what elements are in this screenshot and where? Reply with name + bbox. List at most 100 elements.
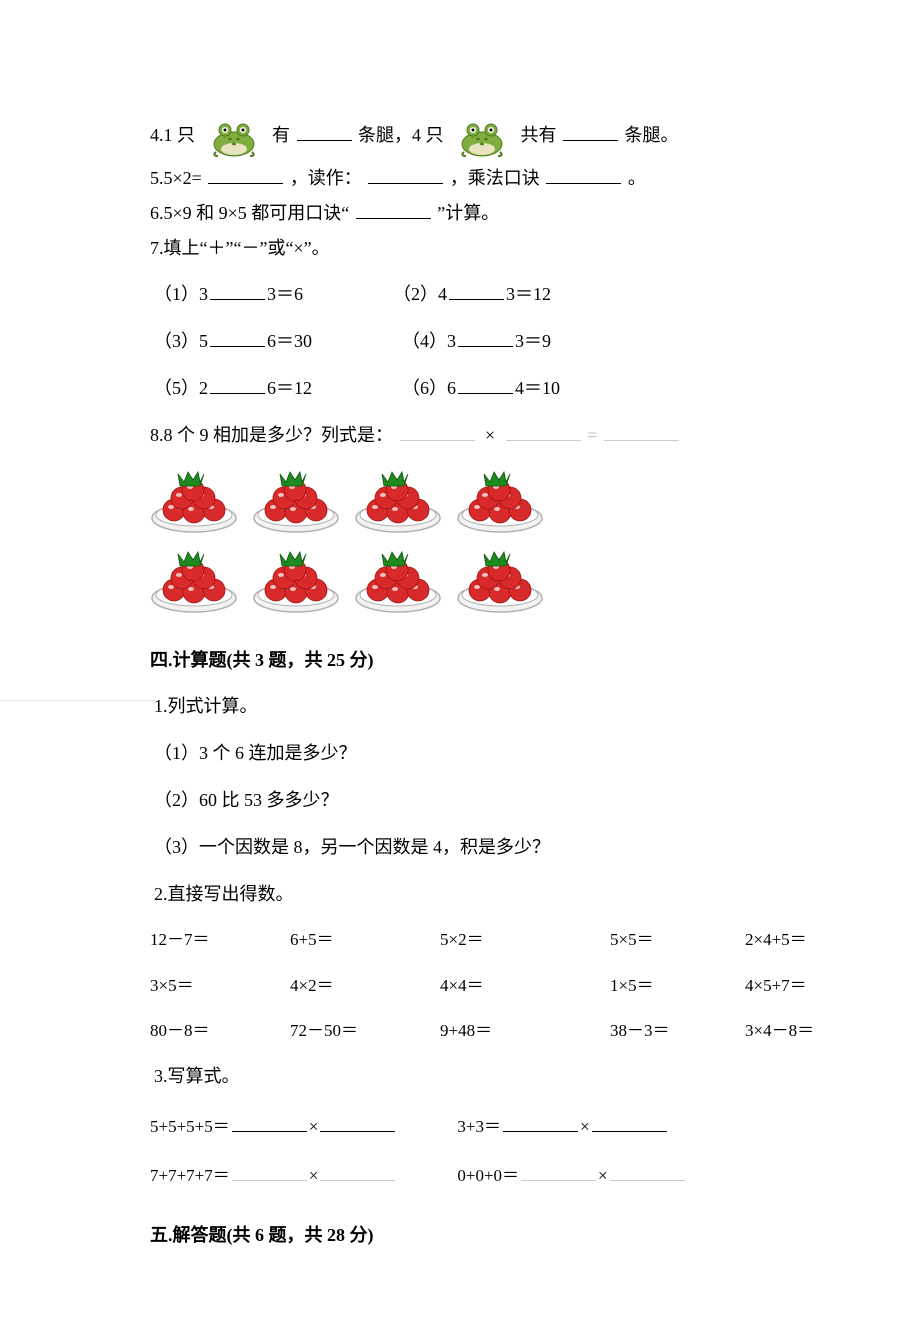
- q7-left-rhs: 6＝12: [267, 378, 312, 398]
- calc-cell: 72－50＝: [290, 1017, 440, 1044]
- calc-cell: 3×5＝: [150, 972, 290, 999]
- tomato-plate-icon: [150, 548, 238, 614]
- calc-cell: 6+5＝: [290, 926, 440, 953]
- q8-a: 8.8 个 9 相加是多少？列式是：: [150, 425, 393, 445]
- q5-c: ，乘法口诀: [450, 168, 540, 188]
- q7-right-rhs: 3＝12: [506, 284, 551, 304]
- q7-right-label: （6）6: [402, 378, 456, 398]
- q6-b: ”计算。: [437, 203, 499, 223]
- calc-cell: 4×5+7＝: [745, 972, 845, 999]
- fill-blank[interactable]: [546, 165, 621, 184]
- q7-left-rhs: 6＝30: [267, 331, 312, 351]
- question-4: 4.1 只 有 条腿，4 只: [150, 116, 780, 158]
- question-7-row: （3）5 6＝30 （4）3 3＝9: [154, 327, 780, 356]
- calc-cell: 4×4＝: [440, 972, 610, 999]
- calc-row: 3×5＝4×2＝4×4＝1×5＝4×5+7＝: [150, 972, 780, 999]
- calc-cell: 1×5＝: [610, 972, 745, 999]
- sec4-q3-rows: 5+5+5+5＝×3+3＝×7+7+7+7＝×0+0+0＝×: [150, 1113, 780, 1189]
- calc-cell: 9+48＝: [440, 1017, 610, 1044]
- question-7-items: （1）3 3＝6 （2）4 3＝12 （3）5 6＝30 （4）3 3＝9 （5）2 6＝12 （6…: [150, 280, 780, 402]
- tomato-plate-grid: [150, 468, 780, 614]
- q5-b: ，读作：: [290, 168, 362, 188]
- question-7-title: 7.填上“＋”“－”或“×”。: [150, 234, 780, 263]
- fill-blank[interactable]: [563, 122, 618, 141]
- sec4-q1-item: （3）一个因数是 8，另一个因数是 4，积是多少？: [154, 833, 780, 862]
- fill-blank[interactable]: [208, 165, 283, 184]
- q8-op: ×: [485, 425, 495, 445]
- calc-cell: 3×4－8＝: [745, 1017, 845, 1044]
- q4-mid2: 共有: [521, 125, 557, 145]
- eq-op: ×: [309, 1166, 319, 1185]
- tomato-plate-icon: [354, 468, 442, 534]
- sec4-q2-rows: 12－7＝6+5＝5×2＝5×5＝2×4+5＝ 3×5＝4×2＝4×4＝1×5＝4…: [150, 926, 780, 1044]
- q7-right-rhs: 4＝10: [515, 378, 560, 398]
- page: 4.1 只 有 条腿，4 只: [0, 0, 920, 1326]
- fill-blank[interactable]: [521, 1163, 596, 1181]
- tomato-plate-icon: [456, 468, 544, 534]
- plate-row: [150, 548, 780, 614]
- frog-icon: [452, 116, 512, 158]
- eq-lhs: 5+5+5+5＝: [150, 1117, 230, 1136]
- eq-lhs: 3+3＝: [457, 1117, 501, 1136]
- tomato-plate-icon: [150, 468, 238, 534]
- fill-blank[interactable]: [320, 1114, 395, 1132]
- write-equation-row: 7+7+7+7＝ × 0+0+0＝ ×: [150, 1162, 780, 1189]
- fill-blank[interactable]: [604, 422, 679, 441]
- calc-cell: 80－8＝: [150, 1017, 290, 1044]
- q7-left-label: （1）3: [154, 284, 208, 304]
- sec4-q1-item: （2）60 比 53 多多少？: [154, 786, 780, 815]
- q7-left-label: （3）5: [154, 331, 208, 351]
- fill-blank[interactable]: [210, 375, 265, 394]
- fill-blank[interactable]: [458, 375, 513, 394]
- fill-blank[interactable]: [503, 1114, 578, 1132]
- margin-rule: [0, 700, 155, 701]
- frog-icon: [204, 116, 264, 158]
- eq-lhs: 0+0+0＝: [457, 1166, 519, 1185]
- eq-op: ×: [598, 1166, 608, 1185]
- calc-cell: 38－3＝: [610, 1017, 745, 1044]
- calc-row: 12－7＝6+5＝5×2＝5×5＝2×4+5＝: [150, 926, 780, 953]
- calc-cell: 5×2＝: [440, 926, 610, 953]
- fill-blank[interactable]: [506, 422, 581, 441]
- q4-unit1: 条腿，4 只: [358, 125, 444, 145]
- q7-right-label: （4）3: [402, 331, 456, 351]
- sec4-q3-title: 3.写算式。: [154, 1062, 780, 1091]
- fill-blank[interactable]: [449, 281, 504, 300]
- sec4-q2-title: 2.直接写出得数。: [154, 880, 780, 909]
- plate-row: [150, 468, 780, 534]
- write-equation-row: 5+5+5+5＝×3+3＝×: [150, 1113, 780, 1140]
- tomato-plate-icon: [252, 468, 340, 534]
- section-4-title: 四.计算题(共 3 题，共 25 分): [150, 646, 780, 675]
- fill-blank[interactable]: [592, 1114, 667, 1132]
- fill-blank[interactable]: [210, 328, 265, 347]
- sec4-q1-item: （1）3 个 6 连加是多少？: [154, 739, 780, 768]
- calc-row: 80－8＝72－50＝9+48＝38－3＝3×4－8＝: [150, 1017, 780, 1044]
- fill-blank[interactable]: [297, 122, 352, 141]
- fill-blank[interactable]: [458, 328, 513, 347]
- question-7-row: （5）2 6＝12 （6）6 4＝10: [154, 374, 780, 403]
- fill-blank[interactable]: [232, 1163, 307, 1181]
- fill-blank[interactable]: [232, 1114, 307, 1132]
- q7-right-rhs: 3＝9: [515, 331, 551, 351]
- q4-prefix: 4.1 只: [150, 125, 195, 145]
- q7-left-label: （5）2: [154, 378, 208, 398]
- q7-right-label: （2）4: [393, 284, 447, 304]
- fill-blank[interactable]: [610, 1163, 685, 1181]
- section-5-title: 五.解答题(共 6 题，共 28 分): [150, 1221, 780, 1250]
- tomato-plate-icon: [252, 548, 340, 614]
- sec4-q1-title: 1.列式计算。: [154, 692, 780, 721]
- fill-blank[interactable]: [320, 1163, 395, 1181]
- fill-blank[interactable]: [356, 200, 431, 219]
- eq-lhs: 7+7+7+7＝: [150, 1166, 230, 1185]
- q8-eq: =: [587, 425, 597, 445]
- tomato-plate-icon: [354, 548, 442, 614]
- fill-blank[interactable]: [400, 422, 475, 441]
- question-5: 5.5×2= ，读作： ，乘法口诀 。: [150, 164, 780, 193]
- q5-a: 5.5×2=: [150, 168, 202, 188]
- q7-left-rhs: 3＝6: [267, 284, 303, 304]
- q5-d: 。: [628, 168, 646, 188]
- fill-blank[interactable]: [210, 281, 265, 300]
- calc-cell: 12－7＝: [150, 926, 290, 953]
- eq-op: ×: [580, 1117, 590, 1136]
- fill-blank[interactable]: [368, 165, 443, 184]
